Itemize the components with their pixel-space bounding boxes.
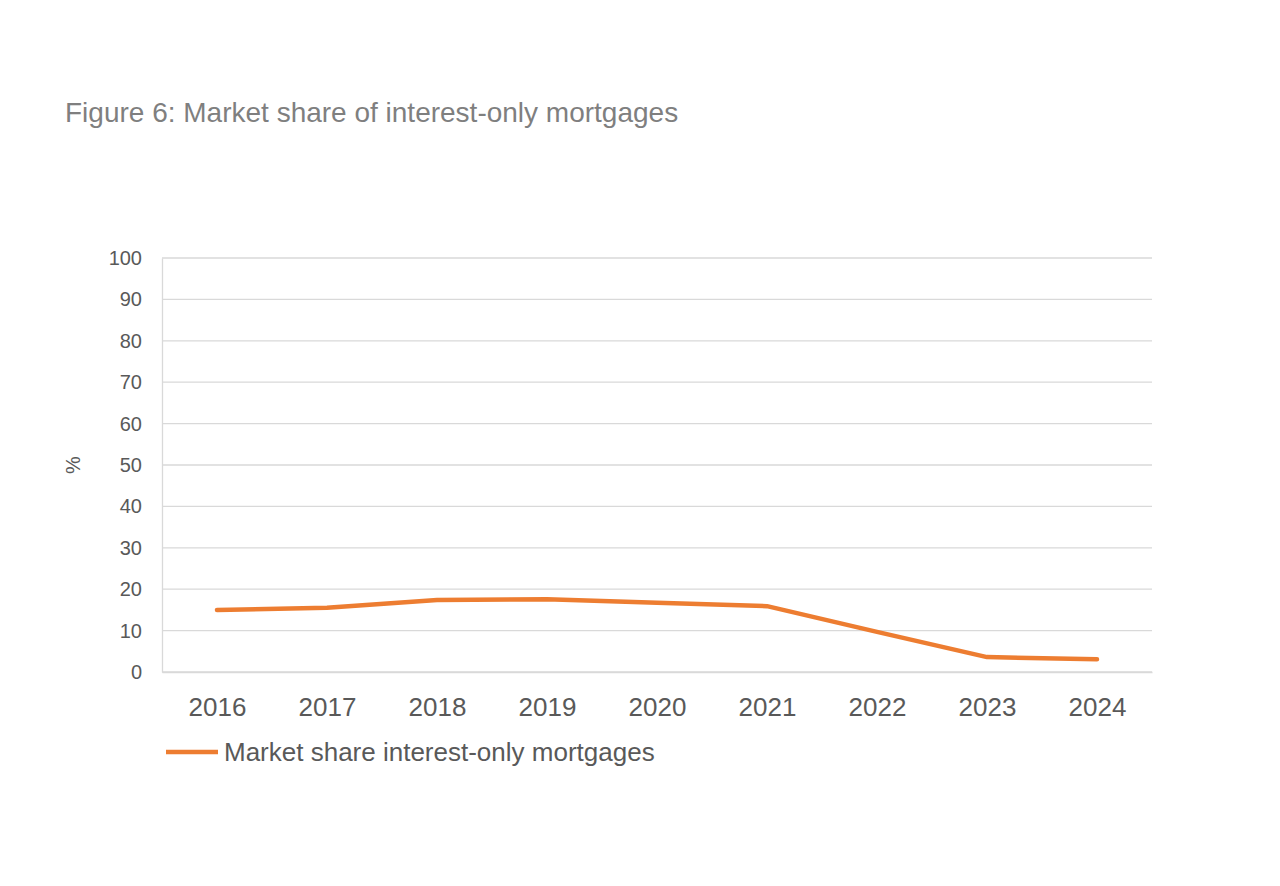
x-tick-label: 2017	[299, 692, 357, 722]
y-axis: 0 10 20 30 40 50 60 70 80 90 100	[109, 247, 163, 683]
y-tick: 60	[120, 413, 162, 435]
y-tick: 80	[120, 330, 162, 352]
grid-line	[162, 382, 1152, 383]
grid	[162, 258, 1152, 672]
grid-line	[162, 464, 1152, 465]
x-tick-label: 2018	[409, 692, 467, 722]
x-tick-label: 2020	[629, 692, 687, 722]
x-tick: 2022	[849, 672, 907, 722]
grid-line	[162, 671, 1152, 672]
y-axis-line	[162, 259, 163, 673]
y-tick-label: 30	[120, 537, 142, 559]
x-tick: 2016	[189, 672, 247, 722]
x-tick-label: 2019	[519, 692, 577, 722]
grid-line	[162, 257, 1152, 258]
x-tick: 2017	[299, 672, 357, 722]
y-tick: 30	[120, 537, 162, 559]
grid-line	[162, 630, 1152, 631]
y-tick-label: 90	[120, 288, 142, 310]
y-tick: 90	[120, 288, 162, 310]
grid-line	[162, 423, 1152, 424]
y-axis-title: %	[62, 456, 84, 474]
x-tick-label: 2023	[959, 692, 1017, 722]
y-tick: 20	[120, 578, 162, 600]
x-tick: 2023	[959, 672, 1017, 722]
y-tick-label: 0	[131, 661, 142, 683]
y-tick-label: 100	[109, 247, 142, 269]
y-tick: 70	[120, 371, 162, 393]
y-tick-label: 80	[120, 330, 142, 352]
x-tick-label: 2024	[1069, 692, 1127, 722]
x-tick: 2021	[739, 672, 797, 722]
x-tick: 2020	[629, 672, 687, 722]
title: Figure 6: Market share of interest-only …	[65, 97, 678, 128]
y-tick: 40	[120, 495, 162, 517]
x-tick: 2018	[409, 672, 467, 722]
y-tick-label: 50	[120, 454, 142, 476]
grid-line	[162, 506, 1152, 507]
grid-line	[162, 589, 1152, 590]
y-tick-label: 20	[120, 578, 142, 600]
legend-label: Market share interest-only mortgages	[224, 737, 655, 767]
y-tick-label: 60	[120, 413, 142, 435]
y-tick-label: 40	[120, 495, 142, 517]
plot-area	[217, 599, 1097, 659]
x-tick-label: 2016	[189, 692, 247, 722]
grid-line	[162, 299, 1152, 300]
grid-line	[162, 547, 1152, 548]
legend: Market share interest-only mortgages	[166, 737, 655, 767]
y-tick: 50	[120, 454, 162, 476]
x-tick-label: 2022	[849, 692, 907, 722]
y-tick: 10	[120, 620, 162, 642]
series-line	[217, 599, 1097, 659]
x-axis-line	[163, 672, 1153, 673]
chart: Figure 6: Market share of interest-only …	[0, 0, 1280, 886]
grid-line	[162, 340, 1152, 341]
y-tick: 100	[109, 247, 162, 269]
y-tick: 0	[131, 661, 162, 683]
x-tick: 2019	[519, 672, 577, 722]
x-tick-label: 2021	[739, 692, 797, 722]
x-tick: 2024	[1069, 672, 1127, 722]
x-axis: 2016 2017 2018 2019 2020 2021 2022 2023 2024	[163, 672, 1153, 722]
y-tick-label: 70	[120, 371, 142, 393]
legend-swatch	[166, 750, 218, 755]
y-tick-label: 10	[120, 620, 142, 642]
